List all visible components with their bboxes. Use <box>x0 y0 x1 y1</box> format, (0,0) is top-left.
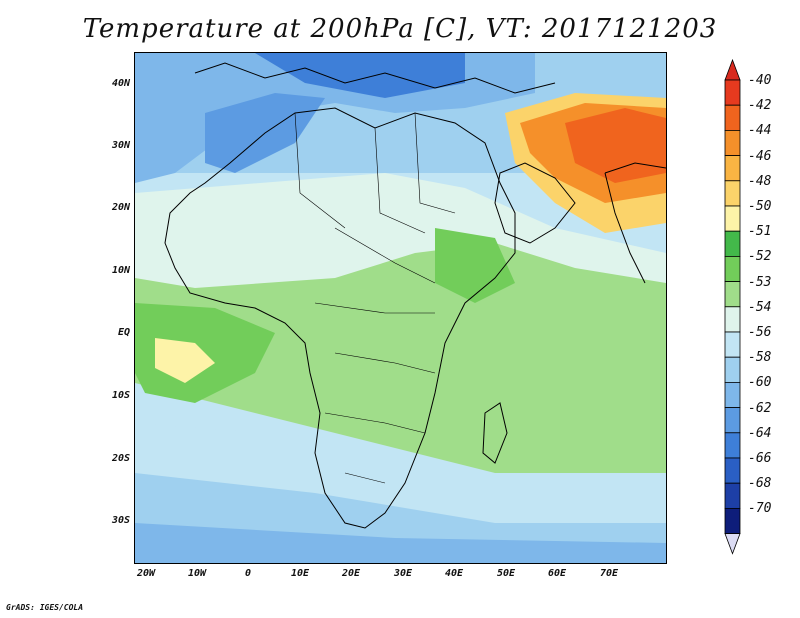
lon-label-50e: 50E <box>496 568 516 579</box>
lat-label-30n: 30N <box>111 140 130 151</box>
colorbar-swatch <box>724 155 741 182</box>
africa-coastline <box>164 107 516 529</box>
colorbar-label: -40 <box>748 73 772 88</box>
colorbar-label: -58 <box>748 350 772 366</box>
lon-label-10e: 10E <box>290 568 310 579</box>
colorbar-swatch <box>724 381 741 408</box>
colorbar-swatch <box>724 432 741 459</box>
colorbar-bottom-arrow <box>724 533 741 555</box>
colorbar-swatch <box>724 507 741 534</box>
colorbar-swatch <box>724 306 741 333</box>
colorbar-swatch <box>724 230 741 257</box>
india-coastline <box>604 162 666 284</box>
colorbar-label: -53 <box>748 274 772 290</box>
colorbar-swatch <box>724 129 741 156</box>
colorbar-swatch <box>724 79 741 106</box>
country-borders <box>294 112 456 484</box>
madagascar-coastline <box>482 402 508 464</box>
lat-label-20n: 20N <box>111 202 130 213</box>
lon-label-20e: 20E <box>341 568 361 579</box>
colorbar-swatch <box>724 281 741 308</box>
map-canvas <box>135 53 666 563</box>
zone-horn-green <box>435 228 515 303</box>
lon-label-70e: 70E <box>599 568 619 579</box>
colorbar-swatch <box>724 205 741 232</box>
lon-label-40e: 40E <box>444 568 464 579</box>
zone-north-core <box>255 53 465 98</box>
zone-equatorial-green <box>135 243 666 473</box>
lat-label-40n: 40N <box>111 78 130 89</box>
europe-coastline <box>194 62 556 94</box>
colorbar-label: -66 <box>748 451 772 466</box>
colorbar-swatch <box>724 482 741 509</box>
lon-label-0: 0 <box>244 568 252 579</box>
colorbar-top-arrow <box>724 58 741 81</box>
colorbar-swatch <box>724 457 741 484</box>
lon-label-20w: 20W <box>136 568 156 579</box>
arabia-coastline <box>494 162 576 244</box>
colorbar-swatch <box>724 104 741 131</box>
map-title: Temperature at 200hPa [C], VT: 201712120… <box>82 14 718 44</box>
colorbar-label: -54 <box>748 299 772 315</box>
colorbar-swatch <box>724 407 741 434</box>
lat-label-10n: 10N <box>111 265 130 276</box>
colorbar-label: -50 <box>748 199 772 214</box>
grads-credit: GrADS: IGES/COLA <box>6 603 84 612</box>
colorbar-label: -42 <box>748 98 772 114</box>
temperature-map <box>134 52 667 564</box>
colorbar-label: -64 <box>748 425 772 441</box>
colorbar-label: -46 <box>748 148 772 164</box>
lat-label-30s: 30S <box>111 515 130 526</box>
colorbar-swatch <box>724 356 741 383</box>
colorbar-swatch <box>724 331 741 358</box>
colorbar-label: -44 <box>748 123 772 139</box>
colorbar-label: -70 <box>748 501 772 517</box>
zone-atlantic-yellow <box>155 338 215 383</box>
zone-south-deep <box>135 523 666 563</box>
colorbar-swatch <box>724 255 741 282</box>
colorbar-swatch <box>724 180 741 207</box>
colorbar-label: -68 <box>748 476 772 492</box>
colorbar-label: -62 <box>748 400 772 416</box>
lat-label-20s: 20S <box>111 453 130 464</box>
lon-label-10w: 10W <box>187 568 207 579</box>
colorbar-label: -48 <box>748 173 772 189</box>
colorbar-label: -51 <box>748 224 772 240</box>
lat-label-eq: EQ <box>117 327 130 338</box>
lon-label-30e: 30E <box>393 568 413 579</box>
colorbar-label: -56 <box>748 325 772 340</box>
lon-label-60e: 60E <box>547 568 567 579</box>
colorbar-label: -60 <box>748 375 772 391</box>
lat-label-10s: 10S <box>111 390 130 401</box>
colorbar-label: -52 <box>748 249 772 265</box>
